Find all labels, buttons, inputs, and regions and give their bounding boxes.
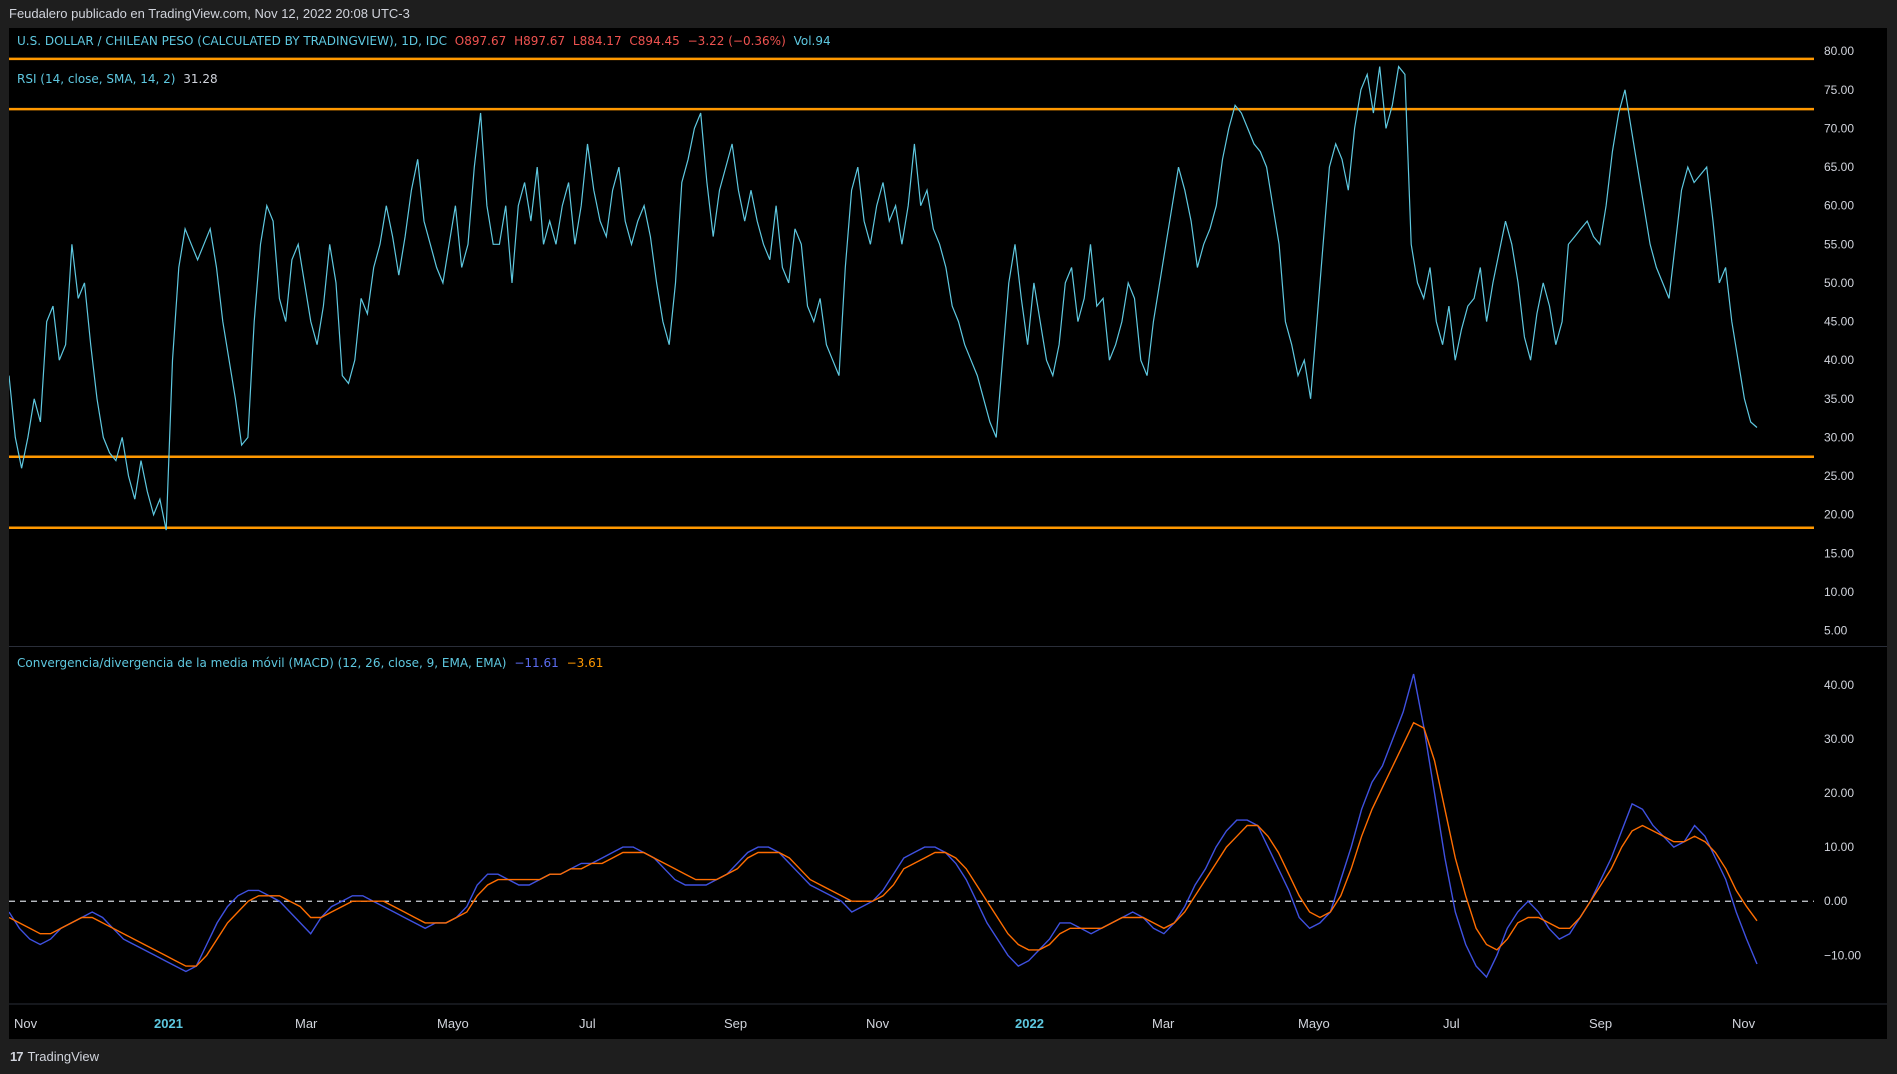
rsi-y-tick-9: 35.00 xyxy=(1824,392,1854,406)
close-value: C894.45 xyxy=(629,34,680,48)
tradingview-brand[interactable]: 17 TradingView xyxy=(10,1049,99,1064)
x-tick-9: Mayo xyxy=(1298,1016,1330,1031)
rsi-y-tick-8: 40.00 xyxy=(1824,353,1854,367)
macd-y-tick-5: −10.00 xyxy=(1824,948,1861,962)
rsi-series-line xyxy=(9,65,1758,531)
macd-series-line xyxy=(9,673,1758,979)
macd-y-tick-4: 0.00 xyxy=(1824,894,1848,908)
macd-y-tick-1: 30.00 xyxy=(1824,732,1854,746)
x-tick-7: 2022 xyxy=(1015,1016,1044,1031)
macd-legend: Convergencia/divergencia de la media móv… xyxy=(17,656,603,670)
change-value: −3.22 (−0.36%) xyxy=(687,34,786,48)
x-tick-8: Mar xyxy=(1152,1016,1175,1031)
rsi-y-tick-15: 5.00 xyxy=(1824,624,1848,638)
x-tick-10: Jul xyxy=(1443,1016,1460,1031)
signal-value: −3.61 xyxy=(566,656,604,670)
symbol-legend: U.S. DOLLAR / CHILEAN PESO (CALCULATED B… xyxy=(17,34,831,48)
macd-chart[interactable]: 40.00 30.00 20.00 10.00 0.00 −10.00 Nov 2021 Mar… xyxy=(9,647,1887,1040)
macd-label: Convergencia/divergencia de la media móv… xyxy=(17,656,507,670)
rsi-y-tick-6: 50.00 xyxy=(1824,276,1854,290)
rsi-y-tick-0: 80.00 xyxy=(1824,44,1854,58)
symbol-name: U.S. DOLLAR / CHILEAN PESO (CALCULATED B… xyxy=(17,34,447,48)
rsi-y-tick-3: 65.00 xyxy=(1824,160,1854,174)
rsi-y-tick-4: 60.00 xyxy=(1824,199,1854,213)
rsi-y-tick-1: 75.00 xyxy=(1824,83,1854,97)
brand-name: TradingView xyxy=(27,1049,100,1064)
rsi-y-tick-13: 15.00 xyxy=(1824,546,1854,560)
rsi-chart[interactable]: 80.00 75.00 70.00 65.00 60.00 55.00 50.00 45.00… xyxy=(9,28,1887,646)
macd-y-tick-2: 20.00 xyxy=(1824,786,1854,800)
high-value: H897.67 xyxy=(514,34,566,48)
rsi-value: 31.28 xyxy=(183,72,218,86)
rsi-legend: RSI (14, close, SMA, 14, 2) 31.28 xyxy=(17,72,218,86)
rsi-y-tick-12: 20.00 xyxy=(1824,508,1854,522)
x-tick-6: Nov xyxy=(866,1016,890,1031)
x-tick-3: Mayo xyxy=(437,1016,469,1031)
rsi-y-tick-10: 30.00 xyxy=(1824,430,1854,444)
publisher-text: Feudalero publicado en TradingView.com, … xyxy=(9,6,410,21)
footer: 17 TradingView xyxy=(0,1039,1897,1074)
volume-value: Vol.94 xyxy=(793,34,831,48)
macd-y-tick-3: 10.00 xyxy=(1824,840,1854,854)
rsi-y-tick-5: 55.00 xyxy=(1824,237,1854,251)
x-tick-0: Nov xyxy=(14,1016,38,1031)
rsi-y-tick-7: 45.00 xyxy=(1824,315,1854,329)
macd-y-tick-0: 40.00 xyxy=(1824,678,1854,692)
x-tick-5: Sep xyxy=(724,1016,747,1031)
x-tick-1: 2021 xyxy=(154,1016,183,1031)
rsi-panel[interactable]: 80.00 75.00 70.00 65.00 60.00 55.00 50.00 45.00… xyxy=(9,28,1887,646)
rsi-y-tick-2: 70.00 xyxy=(1824,121,1854,135)
macd-value: −11.61 xyxy=(514,656,559,670)
x-tick-12: Nov xyxy=(1732,1016,1756,1031)
macd-panel[interactable]: 40.00 30.00 20.00 10.00 0.00 −10.00 Nov 2021 Mar… xyxy=(9,646,1887,1040)
tradingview-logo-icon: 17 xyxy=(10,1049,24,1064)
x-tick-2: Mar xyxy=(295,1016,318,1031)
rsi-y-tick-14: 10.00 xyxy=(1824,585,1854,599)
signal-series-line xyxy=(9,721,1758,967)
rsi-y-tick-11: 25.00 xyxy=(1824,469,1854,483)
open-value: O897.67 xyxy=(454,34,507,48)
x-tick-4: Jul xyxy=(579,1016,596,1031)
x-tick-11: Sep xyxy=(1589,1016,1612,1031)
low-value: L884.17 xyxy=(572,34,622,48)
publisher-header: Feudalero publicado en TradingView.com, … xyxy=(0,0,1897,28)
rsi-label: RSI (14, close, SMA, 14, 2) xyxy=(17,72,176,86)
